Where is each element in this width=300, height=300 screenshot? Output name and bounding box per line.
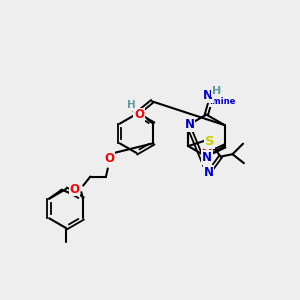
Text: N: N	[204, 166, 214, 178]
Text: O: O	[201, 146, 212, 159]
Text: S: S	[205, 135, 214, 148]
Text: N: N	[201, 151, 212, 164]
Text: O: O	[104, 152, 114, 165]
Text: H: H	[212, 86, 221, 97]
Text: H: H	[127, 100, 136, 110]
Text: O: O	[134, 108, 144, 121]
Text: H: H	[213, 91, 222, 101]
Text: O: O	[70, 183, 80, 196]
Text: N: N	[185, 118, 195, 131]
Text: N: N	[203, 89, 213, 102]
Text: imine: imine	[210, 98, 236, 106]
